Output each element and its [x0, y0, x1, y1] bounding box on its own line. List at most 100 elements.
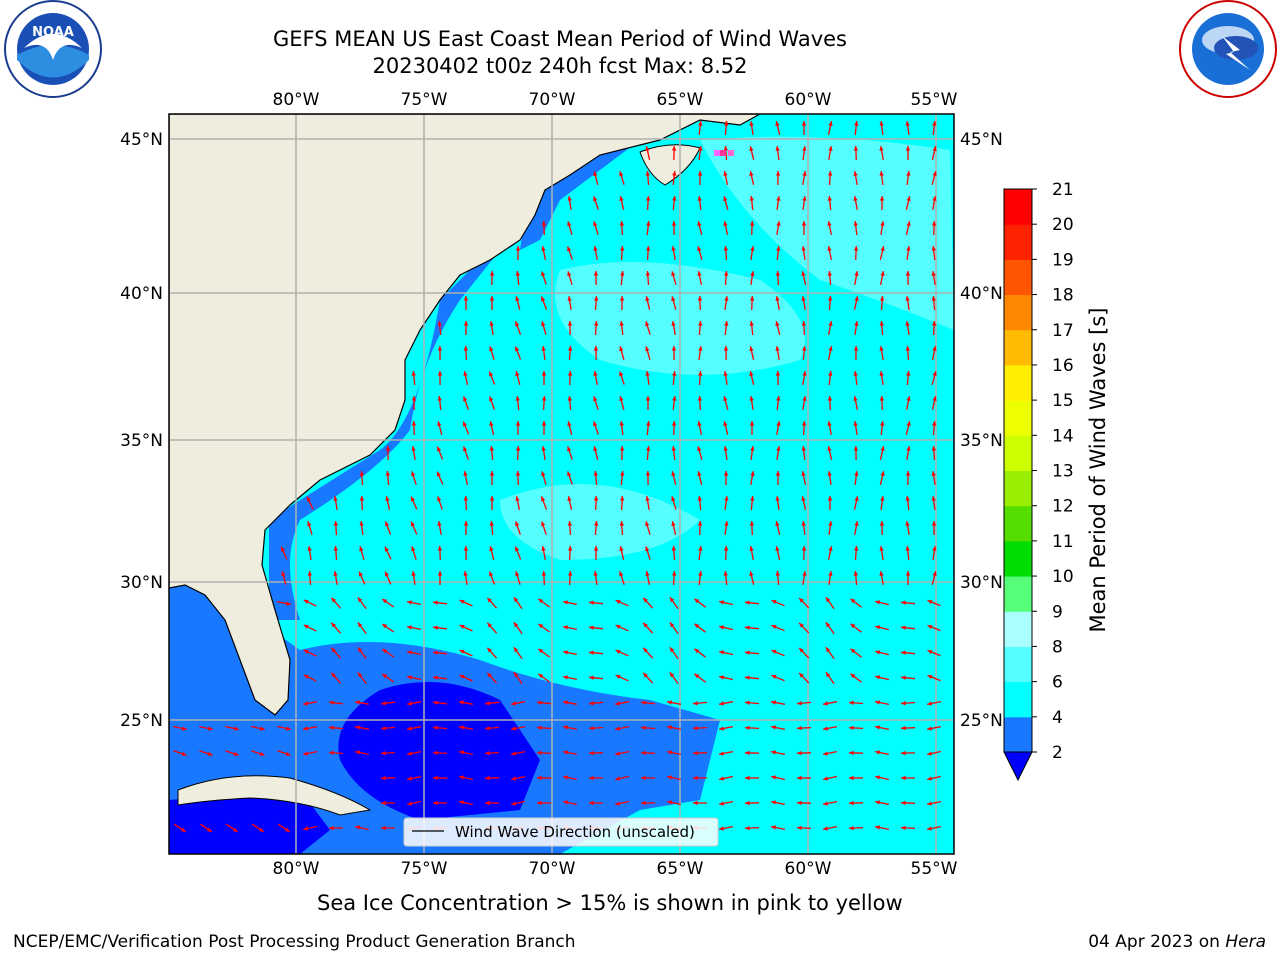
wind-wave-arrowhead	[850, 623, 856, 629]
wind-wave-arrowhead	[489, 446, 494, 451]
wind-wave-arrowhead	[407, 625, 412, 630]
wind-wave-arrowhead	[459, 700, 464, 705]
wind-wave-arrowhead	[538, 598, 544, 604]
wind-wave-arrowhead	[828, 546, 833, 551]
wind-wave-arrowhead	[355, 725, 360, 730]
wind-wave-arrowhead	[875, 825, 880, 830]
wind-wave-arrowhead	[286, 726, 291, 731]
colorbar-segment	[1004, 611, 1032, 647]
wind-wave-arrowhead	[906, 446, 911, 451]
colorbar-label: Mean Period of Wind Waves [s]	[1086, 308, 1110, 633]
wind-wave-arrowhead	[645, 496, 650, 501]
wind-wave-arrowhead	[489, 296, 495, 301]
wind-wave-arrowhead	[771, 625, 777, 629]
wind-wave-arrowhead	[515, 271, 520, 276]
wind-wave-arrowhead	[932, 421, 937, 426]
wind-wave-arrowhead	[671, 546, 676, 551]
wind-wave-arrowhead	[437, 496, 442, 502]
wind-wave-arrowhead	[823, 801, 828, 806]
wind-wave-arrowhead	[463, 371, 468, 376]
wind-wave-arrowhead	[698, 146, 703, 151]
wind-wave-arrowhead	[723, 571, 728, 576]
wind-wave-arrowhead	[671, 521, 676, 526]
wind-wave-arrowhead	[801, 246, 806, 251]
wind-wave-arrowhead	[879, 196, 885, 201]
wind-wave-arrowhead	[932, 146, 937, 152]
wind-wave-arrowhead	[645, 321, 650, 327]
wind-wave-arrowhead	[357, 597, 363, 603]
wind-wave-arrowhead	[537, 800, 542, 806]
wind-wave-arrowhead	[645, 546, 650, 552]
wind-wave-arrowhead	[411, 546, 416, 552]
wind-wave-arrowhead	[411, 496, 415, 502]
wind-wave-arrowhead	[407, 751, 412, 756]
wind-wave-arrowhead	[437, 471, 441, 477]
wind-wave-arrowhead	[797, 775, 802, 781]
wind-wave-arrowhead	[411, 371, 416, 376]
lon-label-bottom: 65°W	[657, 859, 704, 879]
wind-wave-arrowhead	[513, 597, 519, 603]
wind-wave-arrowhead	[723, 171, 728, 176]
wind-wave-arrowhead	[850, 598, 856, 604]
wind-wave-arrowhead	[567, 271, 572, 277]
wind-wave-arrowhead	[880, 446, 885, 451]
lon-label-top: 75°W	[401, 90, 448, 110]
wind-wave-arrowhead	[698, 546, 703, 551]
colorbar: 2 4 6 8 9 10 11 12 13 14 15 16 17 18 19 20 21	[1003, 180, 1074, 782]
wind-wave-arrowhead	[541, 571, 547, 576]
wind-wave-arrowhead	[775, 146, 780, 151]
wind-wave-arrowhead	[932, 121, 937, 126]
wind-wave-arrowhead	[489, 346, 494, 352]
wind-wave-arrowhead	[825, 622, 831, 628]
wind-wave-arrowhead	[854, 496, 859, 501]
wind-wave-arrowhead	[827, 421, 832, 426]
wind-wave-arrowhead	[589, 600, 594, 605]
colorbar-segment	[1004, 576, 1032, 612]
wind-wave-arrowhead	[745, 800, 750, 806]
wind-wave-arrowhead	[879, 396, 885, 401]
footer-credit: NCEP/EMC/Verification Post Processing Pr…	[13, 932, 576, 952]
wind-wave-arrowhead	[513, 647, 519, 653]
wind-wave-arrowhead	[927, 776, 932, 781]
wind-wave-arrowhead	[905, 271, 911, 276]
wind-wave-arrowhead	[381, 726, 386, 731]
wind-wave-arrowhead	[719, 826, 724, 831]
wind-wave-arrowhead	[775, 171, 781, 176]
wind-wave-arrowhead	[541, 296, 546, 302]
wind-wave-arrowhead	[515, 371, 520, 377]
wind-wave-arrowhead	[854, 321, 859, 326]
wind-wave-arrowhead	[671, 471, 676, 477]
wind-wave-arrowhead	[723, 471, 729, 476]
wind-wave-arrowhead	[853, 421, 858, 426]
wind-wave-arrowhead	[671, 421, 677, 426]
wind-wave-arrowhead	[407, 726, 412, 731]
wind-wave-arrowhead	[433, 800, 438, 806]
wind-wave-arrowhead	[745, 600, 750, 605]
wind-wave-arrowhead	[723, 371, 728, 376]
wind-wave-arrowhead	[724, 496, 729, 501]
wind-wave-arrowhead	[854, 521, 859, 526]
wind-wave-arrowhead	[489, 521, 494, 526]
wind-wave-arrowhead	[307, 521, 312, 527]
wind-wave-arrowhead	[407, 801, 412, 806]
wind-wave-arrowhead	[799, 647, 804, 653]
colorbar-segment	[1004, 646, 1032, 683]
wind-wave-arrowhead	[207, 751, 213, 756]
wind-wave-arrowhead	[749, 346, 754, 352]
wind-wave-arrowhead	[693, 750, 698, 756]
wind-wave-arrowhead	[719, 650, 724, 655]
wind-wave-arrowhead	[750, 221, 755, 226]
wind-wave-arrowhead	[303, 624, 309, 629]
wind-wave-arrowhead	[463, 546, 469, 551]
wind-wave-arrowhead	[489, 571, 494, 577]
wind-wave-arrowhead	[828, 571, 833, 576]
wind-wave-arrowhead	[232, 827, 238, 832]
lon-label-top: 80°W	[273, 90, 320, 110]
lon-label-bottom: 75°W	[401, 859, 448, 879]
land-north-america	[169, 114, 761, 716]
wind-wave-arrowhead	[828, 321, 833, 326]
wind-wave-arrowhead	[489, 421, 494, 427]
lat-label-right: 25°N	[960, 711, 1003, 731]
wind-wave-arrowhead	[875, 775, 880, 780]
wind-wave-arrowhead	[459, 650, 465, 654]
